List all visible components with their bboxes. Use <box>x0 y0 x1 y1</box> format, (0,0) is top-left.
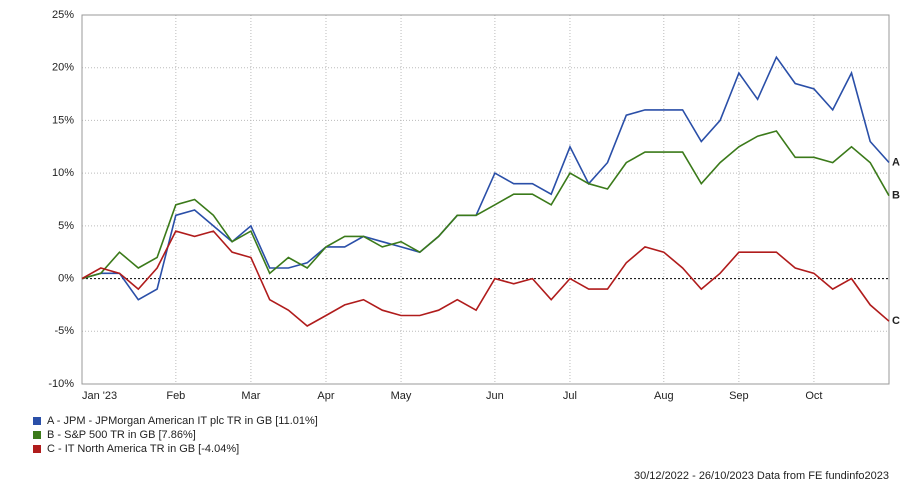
x-tick-label: Jul <box>563 390 577 402</box>
y-tick-label: -5% <box>54 325 74 337</box>
series-line <box>81 230 890 327</box>
x-tick-label: May <box>391 390 412 402</box>
end-label: B <box>892 190 900 202</box>
legend-label: C - IT North America TR in GB [-4.04%] <box>47 443 239 455</box>
end-label: C <box>892 315 900 327</box>
footer: 30/12/2022 - 26/10/2023 Data from FE fun… <box>634 470 889 482</box>
x-tick-label: Oct <box>805 390 822 402</box>
x-tick-label: Mar <box>241 390 260 402</box>
legend-swatch <box>33 431 41 439</box>
series-line <box>81 130 890 280</box>
legend-label: A - JPM - JPMorgan American IT plc TR in… <box>47 415 318 427</box>
x-tick-label: Feb <box>166 390 185 402</box>
y-tick-label: 10% <box>52 167 74 179</box>
legend-swatch <box>33 417 41 425</box>
y-tick-label: 15% <box>52 114 74 126</box>
y-tick-label: 0% <box>58 272 74 284</box>
series-line <box>81 55 890 301</box>
end-label: A <box>892 156 900 168</box>
x-tick-label: Jun <box>486 390 504 402</box>
y-tick-label: 25% <box>52 9 74 21</box>
x-tick-label: Sep <box>729 390 749 402</box>
y-tick-label: 5% <box>58 220 74 232</box>
legend-label: B - S&P 500 TR in GB [7.86%] <box>47 429 196 441</box>
plot-frame <box>81 14 890 385</box>
legend-swatch <box>33 445 41 453</box>
y-tick-label: -10% <box>48 378 74 390</box>
x-tick-label: Jan '23 <box>82 390 117 402</box>
x-tick-label: Apr <box>317 390 334 402</box>
x-tick-label: Aug <box>654 390 674 402</box>
y-tick-label: 20% <box>52 62 74 74</box>
